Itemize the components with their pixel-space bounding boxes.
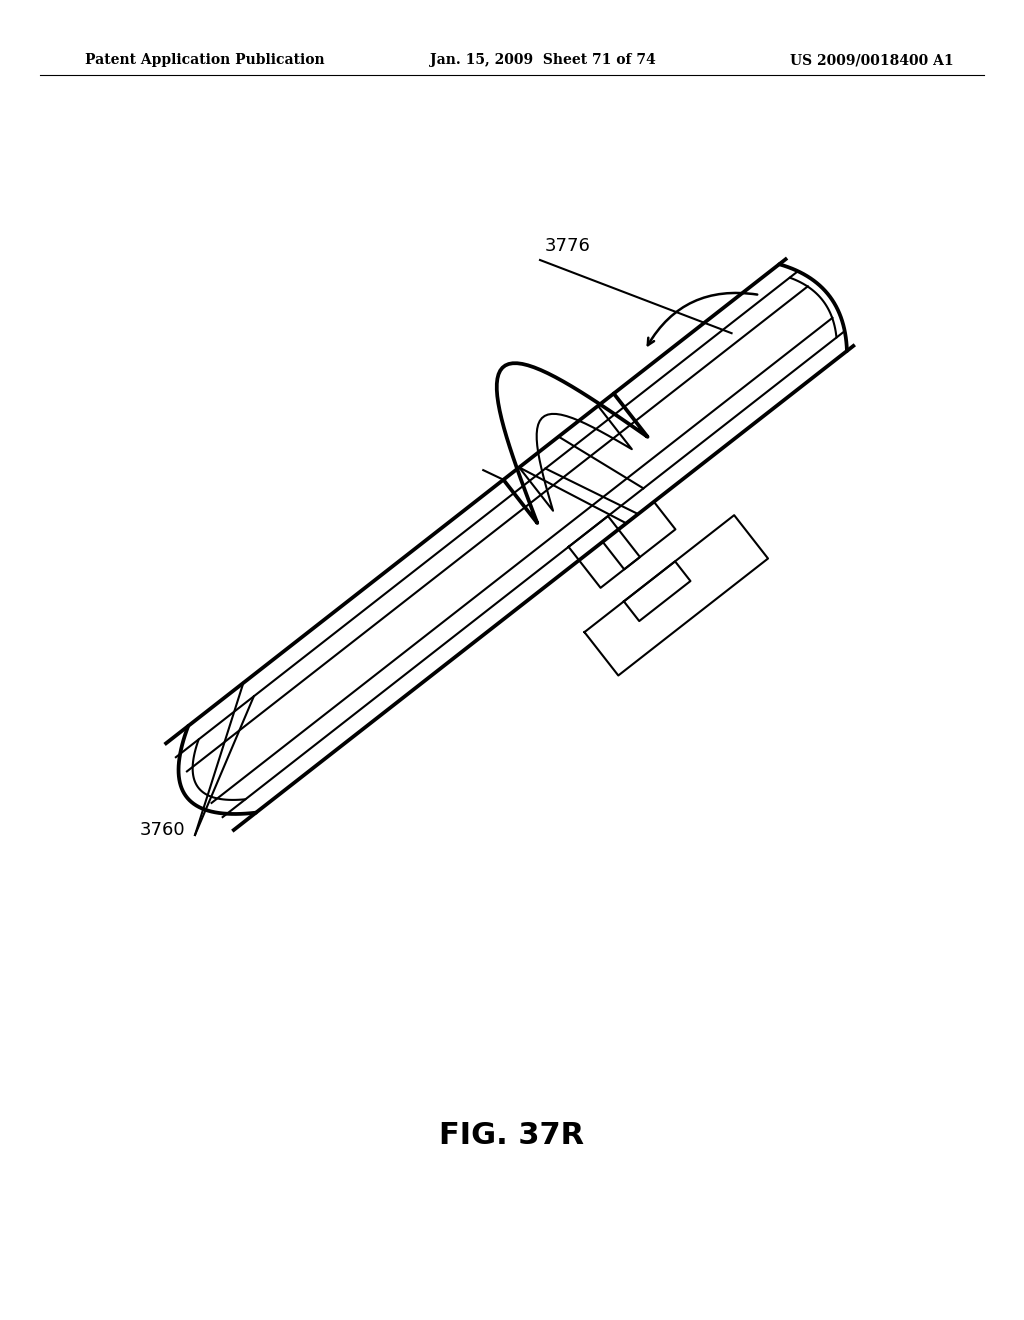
Text: US 2009/0018400 A1: US 2009/0018400 A1	[790, 53, 953, 67]
Text: 3760: 3760	[140, 821, 185, 840]
Text: FIG. 37R: FIG. 37R	[439, 1121, 585, 1150]
Text: 3776: 3776	[545, 238, 591, 255]
Text: Jan. 15, 2009  Sheet 71 of 74: Jan. 15, 2009 Sheet 71 of 74	[430, 53, 655, 67]
Text: Patent Application Publication: Patent Application Publication	[85, 53, 325, 67]
